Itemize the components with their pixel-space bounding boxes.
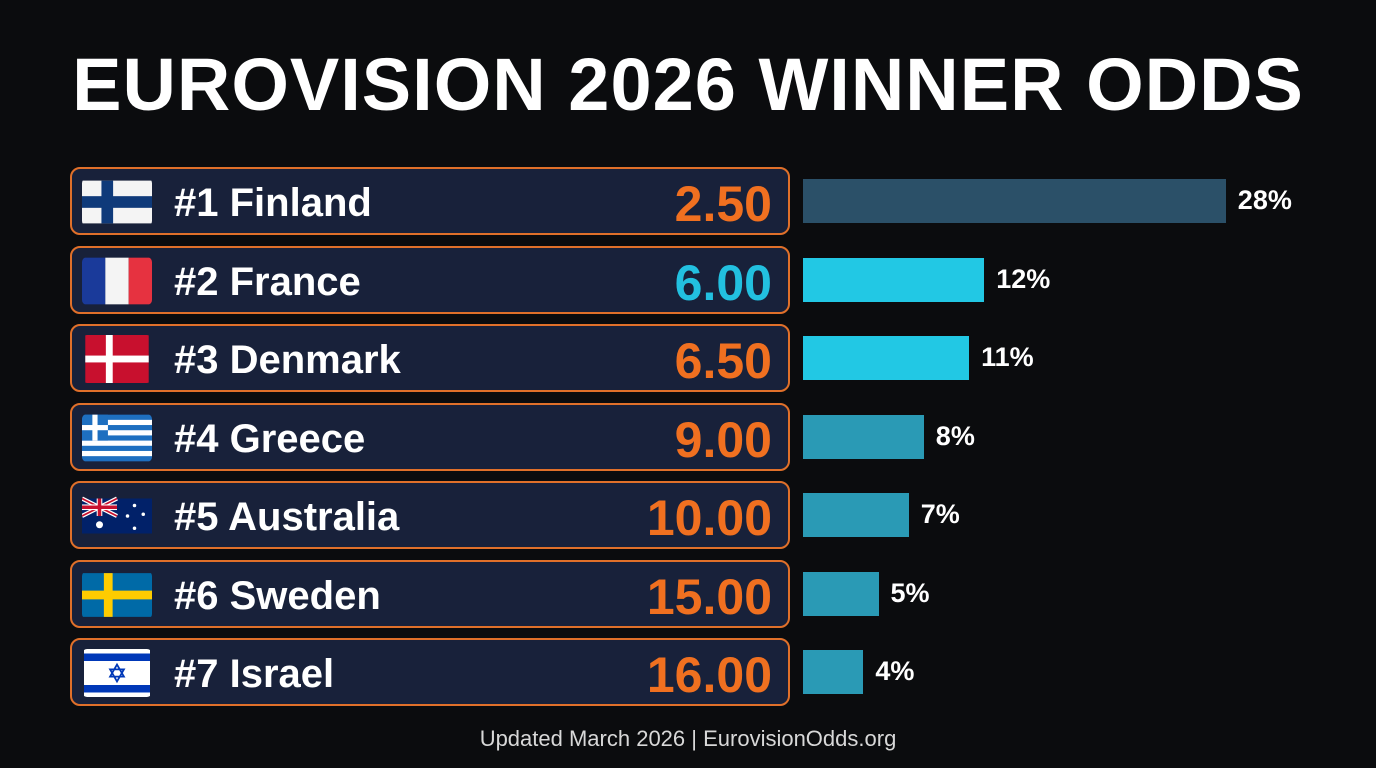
probability-bar-australia	[803, 493, 909, 537]
country-label: #6 Sweden	[174, 573, 381, 618]
footer-text: Updated March 2026 | EurovisionOdds.org	[479, 726, 897, 751]
probability-bar-sweden	[803, 571, 879, 616]
probability-label: 11%	[981, 342, 1034, 372]
country-row-israel: #7 Israel 16.00	[70, 638, 790, 706]
probability-label: 5%	[890, 577, 930, 608]
country-label: #4 Greece	[174, 416, 366, 461]
probability-bar-israel	[803, 650, 864, 694]
country-row-france: #2 France 6.00	[70, 245, 790, 314]
country-row-greece: #4 Greece 9.00	[70, 402, 790, 471]
country-label: #5 Australia	[174, 495, 400, 539]
country-row-sweden: #6 Sweden 15.00	[70, 559, 790, 628]
odds-value: 9.00	[674, 411, 772, 468]
greece-flag-icon	[82, 414, 152, 462]
probability-bar-denmark	[803, 336, 970, 380]
odds-value: 10.00	[646, 490, 772, 546]
odds-value: 6.00	[674, 254, 772, 311]
probability-label: 7%	[920, 499, 960, 529]
odds-value: 15.00	[646, 568, 772, 625]
probability-label: 12%	[996, 263, 1051, 294]
country-row-finland: #1 Finland 2.50	[70, 167, 790, 235]
australia-flag-icon	[82, 492, 152, 540]
probability-bar-france	[803, 257, 985, 302]
country-row-australia: #5 Australia 10.00	[70, 481, 790, 549]
probability-label: 8%	[935, 420, 975, 451]
country-label: #2 France	[174, 259, 361, 304]
odds-value: 2.50	[674, 176, 772, 232]
israel-flag-icon	[82, 649, 152, 697]
probability-label: 4%	[875, 656, 915, 686]
france-flag-icon	[82, 257, 152, 305]
denmark-flag-icon	[82, 335, 152, 383]
probability-label: 28%	[1237, 185, 1292, 215]
country-label: #1 Finland	[174, 181, 372, 225]
probability-bar-greece	[803, 414, 924, 459]
probability-bar-finland	[803, 179, 1226, 223]
country-label: #3 Denmark	[174, 338, 401, 382]
sweden-flag-icon	[82, 571, 152, 619]
odds-value: 16.00	[646, 647, 772, 703]
finland-flag-icon	[82, 178, 152, 226]
country-label: #7 Israel	[174, 652, 335, 696]
country-row-denmark: #3 Denmark 6.50	[70, 324, 790, 392]
odds-value: 6.50	[674, 333, 772, 389]
chart-title: EUROVISION 2026 WINNER ODDS	[72, 43, 1304, 126]
